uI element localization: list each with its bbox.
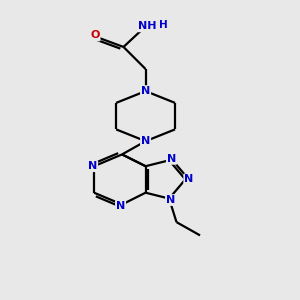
Text: N: N [184, 174, 194, 184]
Text: N: N [88, 161, 97, 171]
Text: N: N [141, 136, 150, 146]
Text: N: N [116, 201, 125, 211]
Text: NH: NH [138, 21, 156, 31]
Text: N: N [167, 154, 176, 164]
Text: O: O [90, 31, 100, 40]
Text: N: N [166, 195, 175, 205]
Text: N: N [141, 86, 150, 96]
Text: H: H [160, 20, 168, 30]
